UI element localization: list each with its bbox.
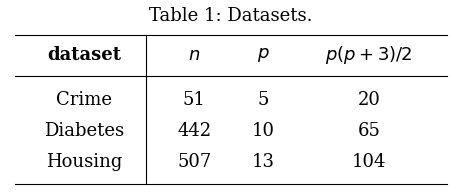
Text: $p$: $p$ bbox=[257, 46, 269, 64]
Text: dataset: dataset bbox=[47, 46, 121, 64]
Text: 442: 442 bbox=[177, 122, 211, 140]
Text: Crime: Crime bbox=[56, 91, 112, 109]
Text: Table 1: Datasets.: Table 1: Datasets. bbox=[149, 7, 313, 25]
Text: 13: 13 bbox=[252, 153, 274, 171]
Text: 507: 507 bbox=[177, 153, 212, 171]
Text: Diabetes: Diabetes bbox=[44, 122, 124, 140]
Text: 104: 104 bbox=[352, 153, 386, 171]
Text: Housing: Housing bbox=[46, 153, 122, 171]
Text: 5: 5 bbox=[257, 91, 269, 109]
Text: 65: 65 bbox=[357, 122, 380, 140]
Text: 51: 51 bbox=[183, 91, 206, 109]
Text: 20: 20 bbox=[357, 91, 380, 109]
Text: $n$: $n$ bbox=[188, 46, 201, 64]
Text: 10: 10 bbox=[252, 122, 274, 140]
Text: $p(p+3)/2$: $p(p+3)/2$ bbox=[325, 44, 413, 66]
